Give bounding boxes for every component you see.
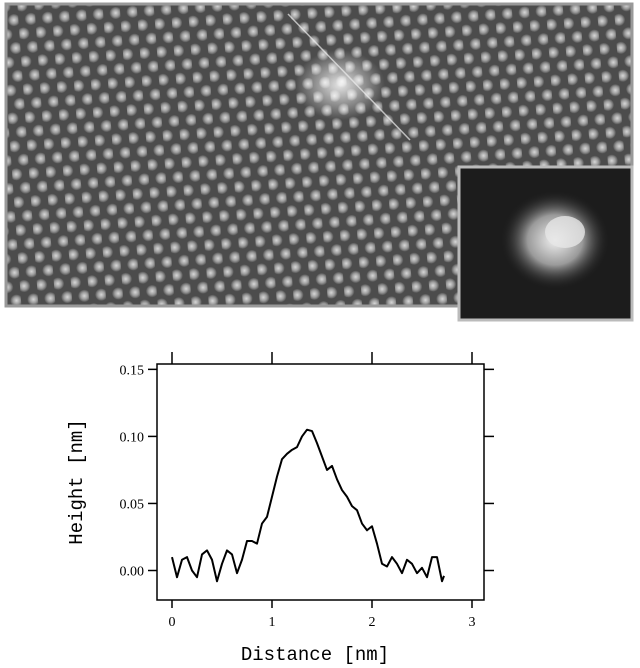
y-tick-label: 0.05 — [120, 497, 145, 512]
profile-line — [171, 428, 445, 583]
stm-image — [4, 2, 634, 308]
y-tick-label: 0.00 — [120, 565, 145, 580]
x-axis-label: Distance [nm] — [241, 644, 389, 666]
x-tick-label: 3 — [469, 615, 476, 630]
x-tick-label: 0 — [169, 615, 176, 630]
y-tick-label: 0.10 — [120, 430, 145, 445]
inset-image — [457, 165, 634, 322]
plot-frame — [156, 363, 485, 601]
x-tick-label: 2 — [369, 615, 376, 630]
y-tick-label: 0.15 — [120, 363, 145, 378]
x-tick-label: 1 — [269, 615, 276, 630]
y-axis-label: Height [nm] — [66, 419, 88, 544]
